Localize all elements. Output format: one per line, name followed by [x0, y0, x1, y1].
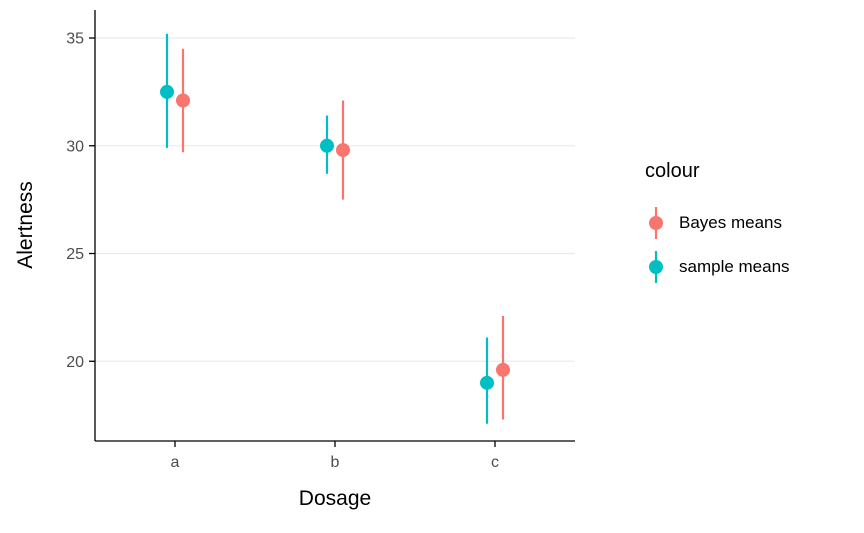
- glyph-point: [649, 260, 663, 274]
- data-point: [496, 362, 510, 377]
- legend-label: Bayes means: [679, 213, 782, 232]
- x-tick-label: b: [331, 454, 340, 471]
- data-point: [336, 143, 350, 158]
- y-tick-label: 20: [66, 354, 84, 371]
- data-point: [320, 138, 334, 153]
- pointrange-glyph-bayes-means: [649, 207, 663, 239]
- legend: colour Bayes means sample means: [645, 160, 790, 289]
- x-axis-title: Dosage: [298, 487, 372, 510]
- x-tick-label: c: [491, 454, 499, 471]
- legend-title: colour: [645, 160, 700, 182]
- y-tick-label: 25: [66, 246, 84, 263]
- legend-label: sample means: [679, 257, 790, 276]
- data-point: [480, 375, 494, 390]
- legend-entry-sample-means: sample means: [645, 245, 790, 289]
- x-tick-label: a: [171, 454, 180, 471]
- y-tick-label: 35: [66, 31, 84, 48]
- y-tick-label: 30: [66, 138, 84, 155]
- legend-entry-bayes-means: Bayes means: [645, 201, 790, 245]
- data-point: [176, 93, 190, 108]
- glyph-point: [649, 216, 663, 230]
- pointrange-glyph-sample-means: [649, 251, 663, 283]
- y-axis-title: Alertness: [14, 181, 37, 269]
- data-point: [160, 84, 174, 99]
